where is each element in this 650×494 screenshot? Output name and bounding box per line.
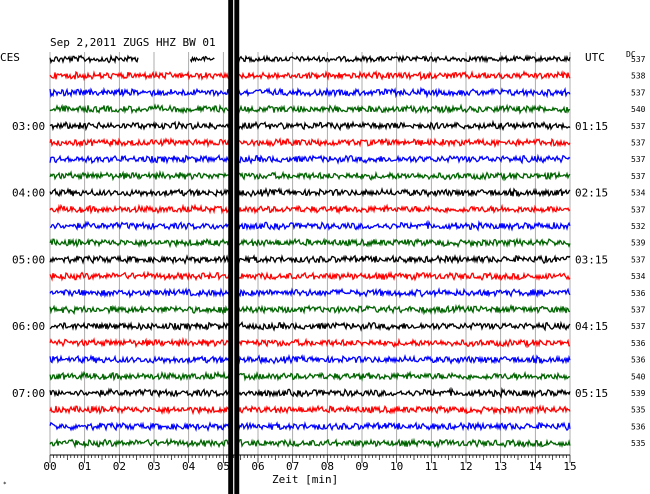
dc-value-20: 539 bbox=[631, 389, 646, 398]
x-tick-label-14: 14 bbox=[529, 460, 543, 473]
x-tick-label-15: 15 bbox=[563, 460, 576, 473]
trace-row-23 bbox=[49, 437, 571, 449]
trace-row-4 bbox=[49, 119, 571, 132]
x-tick-label-13: 13 bbox=[494, 460, 507, 473]
left-hour-label-1: 04:00 bbox=[12, 187, 45, 200]
right-timezone-label: UTC bbox=[585, 51, 605, 64]
left-hour-label-2: 05:00 bbox=[12, 253, 45, 266]
dc-value-7: 537 bbox=[631, 172, 646, 181]
trace-row-5 bbox=[49, 137, 571, 149]
x-tick-label-09: 09 bbox=[355, 460, 368, 473]
x-tick-label-08: 08 bbox=[321, 460, 334, 473]
grid-lines bbox=[49, 52, 571, 455]
event-marker bbox=[228, 0, 240, 494]
dc-value-1: 538 bbox=[631, 72, 646, 81]
left-timezone-label: CES bbox=[0, 51, 20, 64]
trace-row-9 bbox=[49, 203, 571, 215]
trace-row-15 bbox=[49, 303, 571, 316]
trace-row-6 bbox=[49, 153, 571, 165]
trace-row-17 bbox=[49, 336, 571, 349]
x-axis: 00 01 02 03 04 05 06 07 08 09 10 11 12 13 14 15 bbox=[43, 454, 577, 473]
dc-value-9: 537 bbox=[631, 205, 646, 214]
trace-row-7 bbox=[49, 169, 571, 182]
chart-title: Sep 2,2011 ZUGS HHZ BW 01 bbox=[50, 36, 216, 49]
dc-value-5: 537 bbox=[631, 139, 646, 148]
dc-value-14: 536 bbox=[631, 289, 646, 298]
x-tick-label-00: 00 bbox=[43, 460, 56, 473]
right-hour-label-1: 02:15 bbox=[575, 187, 608, 200]
dc-value-6: 537 bbox=[631, 155, 646, 164]
dc-value-labels: 537 538 537 540 537 537 537 537 534 537 532 539 537 5… bbox=[631, 55, 646, 448]
dc-value-13: 534 bbox=[631, 272, 646, 281]
left-hour-label-3: 06:00 bbox=[12, 320, 45, 333]
x-tick-label-12: 12 bbox=[459, 460, 472, 473]
dc-value-11: 539 bbox=[631, 239, 646, 248]
x-axis-label: Zeit [min] bbox=[272, 473, 338, 486]
left-hour-label-0: 03:00 bbox=[12, 120, 45, 133]
trace-row-12 bbox=[49, 253, 571, 266]
dc-value-21: 535 bbox=[631, 406, 646, 415]
dc-value-16: 537 bbox=[631, 322, 646, 331]
trace-row-18 bbox=[49, 353, 571, 365]
trace-row-20 bbox=[49, 386, 571, 399]
dc-value-23: 535 bbox=[631, 439, 646, 448]
right-hour-labels: 01:15 02:15 03:15 04:15 05:15 bbox=[575, 120, 608, 400]
trace-row-19 bbox=[49, 370, 571, 382]
trace-row-14 bbox=[49, 286, 571, 299]
x-tick-label-11: 11 bbox=[425, 460, 438, 473]
trace-row-2 bbox=[49, 86, 571, 99]
dc-value-3: 540 bbox=[631, 105, 646, 114]
dc-header-label: DC bbox=[626, 50, 636, 59]
dc-value-15: 537 bbox=[631, 306, 646, 315]
trace-row-13 bbox=[49, 270, 571, 282]
left-hour-labels: 03:00 04:00 05:00 06:00 07:00 bbox=[12, 120, 45, 400]
trace-row-22 bbox=[49, 420, 571, 433]
dc-value-19: 540 bbox=[631, 372, 646, 381]
trace-row-1 bbox=[49, 70, 571, 82]
x-tick-label-06: 06 bbox=[251, 460, 264, 473]
dc-value-2: 537 bbox=[631, 88, 646, 97]
seismic-traces bbox=[49, 53, 571, 449]
trace-row-11 bbox=[49, 237, 571, 249]
right-hour-label-3: 04:15 bbox=[575, 320, 608, 333]
trace-row-21 bbox=[49, 404, 571, 416]
right-hour-label-2: 03:15 bbox=[575, 253, 608, 266]
x-tick-label-10: 10 bbox=[390, 460, 403, 473]
trace-row-0 bbox=[49, 53, 571, 65]
right-hour-label-4: 05:15 bbox=[575, 387, 608, 400]
x-tick-label-03: 03 bbox=[147, 460, 160, 473]
right-hour-label-0: 01:15 bbox=[575, 120, 608, 133]
x-tick-label-02: 02 bbox=[113, 460, 126, 473]
dc-value-0: 537 bbox=[631, 55, 646, 64]
dc-value-18: 536 bbox=[631, 356, 646, 365]
trace-row-3 bbox=[49, 103, 571, 115]
corner-mark: * bbox=[3, 481, 7, 488]
dc-value-22: 536 bbox=[631, 422, 646, 431]
x-tick-label-04: 04 bbox=[182, 460, 196, 473]
dc-value-8: 534 bbox=[631, 189, 646, 198]
dc-value-4: 537 bbox=[631, 122, 646, 131]
trace-row-10 bbox=[49, 219, 571, 232]
dc-value-10: 532 bbox=[631, 222, 646, 231]
trace-row-16 bbox=[49, 320, 571, 332]
dc-value-17: 536 bbox=[631, 339, 646, 348]
x-tick-label-05: 05 bbox=[217, 460, 230, 473]
trace-row-8 bbox=[49, 186, 571, 198]
x-tick-label-01: 01 bbox=[78, 460, 91, 473]
x-tick-label-07: 07 bbox=[286, 460, 299, 473]
left-hour-label-4: 07:00 bbox=[12, 387, 45, 400]
dc-value-12: 537 bbox=[631, 255, 646, 264]
